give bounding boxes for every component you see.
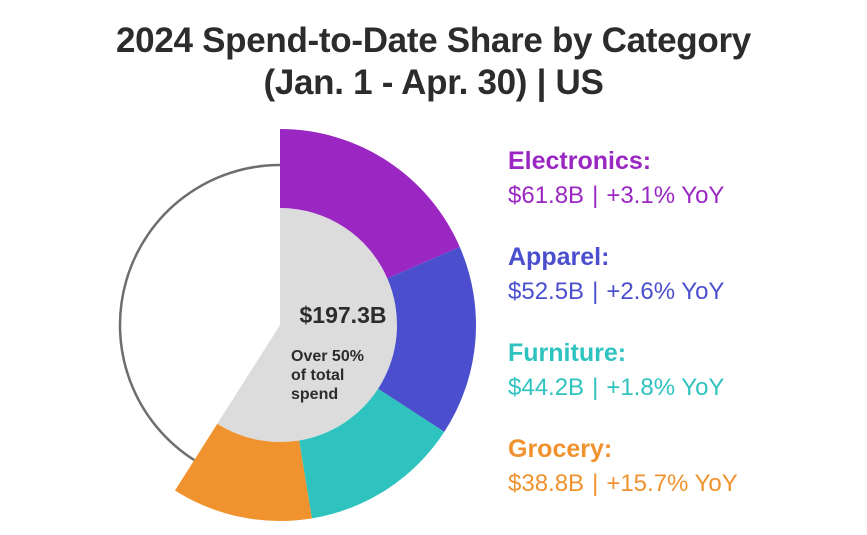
donut-slices — [118, 129, 476, 522]
legend-separator: | — [592, 182, 599, 209]
chart-title-line-1: 2024 Spend-to-Date Share by Category — [116, 21, 751, 60]
donut-slice-electronics — [280, 129, 460, 279]
legend: Electronics: $61.8B | +3.1% YoY Apparel: $… — [508, 146, 858, 530]
legend-name-apparel: Apparel: — [508, 243, 610, 271]
legend-item-furniture: Furniture: $44.2B | +1.8% YoY — [508, 338, 858, 434]
legend-name-electronics: Electronics: — [508, 147, 652, 175]
legend-item-electronics: Electronics: $61.8B | +3.1% YoY — [508, 146, 858, 242]
legend-name-grocery: Grocery: — [508, 435, 613, 463]
donut-slice-apparel — [378, 246, 476, 432]
legend-yoy-grocery: +15.7% YoY — [606, 470, 738, 497]
legend-yoy-furniture: +1.8% YoY — [606, 374, 725, 401]
donut-slice-grocery — [174, 423, 312, 522]
center-caption-line-3: spend — [291, 386, 338, 403]
legend-value-grocery: $38.8B — [508, 470, 585, 497]
donut-slice-furniture — [299, 388, 445, 519]
legend-name-furniture: Furniture: — [508, 339, 627, 367]
legend-item-grocery: Grocery: $38.8B | +15.7% YoY — [508, 434, 858, 530]
legend-yoy-electronics: +3.1% YoY — [606, 182, 725, 209]
legend-item-apparel: Apparel: $52.5B | +2.6% YoY — [508, 242, 858, 338]
legend-value-row-grocery: $38.8B | +15.7% YoY — [508, 467, 858, 501]
remainder-arc — [118, 163, 281, 462]
chart-title-line-2: (Jan. 1 - Apr. 30) | US — [263, 63, 604, 102]
legend-separator: | — [592, 374, 599, 401]
center-caption-line-2: of total — [291, 367, 344, 384]
center-sector — [217, 208, 397, 442]
legend-yoy-apparel: +2.6% YoY — [606, 278, 725, 305]
center-total-label: $197.3B — [300, 302, 387, 328]
legend-separator: | — [592, 470, 599, 497]
legend-value-row-electronics: $61.8B | +3.1% YoY — [508, 179, 858, 213]
legend-value-furniture: $44.2B — [508, 374, 585, 401]
legend-value-row-furniture: $44.2B | +1.8% YoY — [508, 371, 858, 405]
legend-value-apparel: $52.5B — [508, 278, 585, 305]
chart-title: 2024 Spend-to-Date Share by Category (Ja… — [0, 20, 867, 104]
legend-value-row-apparel: $52.5B | +2.6% YoY — [508, 275, 858, 309]
center-caption-line-1: Over 50% — [291, 348, 364, 365]
legend-separator: | — [592, 278, 599, 305]
legend-value-electronics: $61.8B — [508, 182, 585, 209]
donut-chart: $197.3B Over 50% of total spend — [118, 129, 476, 522]
